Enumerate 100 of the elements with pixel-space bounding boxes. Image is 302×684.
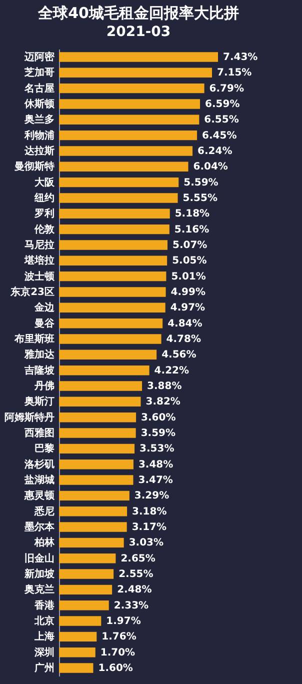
data-label: 3.47% bbox=[138, 475, 173, 486]
data-label: 4.84% bbox=[168, 318, 202, 330]
y-tick-label: 马尼拉 bbox=[24, 238, 54, 251]
data-label: 1.97% bbox=[106, 616, 141, 628]
bar bbox=[59, 459, 134, 470]
y-tick-label: 墨尔本 bbox=[24, 521, 56, 534]
data-label: 3.18% bbox=[132, 506, 167, 518]
y-tick-label: 堪培拉 bbox=[24, 254, 54, 267]
y-tick-label: 布里斯班 bbox=[14, 333, 54, 345]
data-label: 6.45% bbox=[202, 130, 237, 142]
y-tick-label: 巴黎 bbox=[34, 442, 54, 455]
y-tick-label: 纽约 bbox=[34, 192, 54, 204]
y-tick-label: 曼彻斯特 bbox=[14, 160, 54, 173]
bar bbox=[59, 396, 141, 407]
data-label: 5.18% bbox=[174, 208, 210, 220]
bar bbox=[59, 240, 168, 250]
data-label: 3.29% bbox=[134, 490, 170, 502]
bar bbox=[59, 381, 142, 391]
data-label: 5.16% bbox=[174, 224, 210, 236]
bar bbox=[59, 569, 114, 579]
data-label: 2.55% bbox=[118, 569, 154, 580]
bar bbox=[59, 538, 124, 548]
bar bbox=[59, 162, 188, 172]
data-label: 6.55% bbox=[204, 114, 239, 126]
bar bbox=[59, 130, 198, 140]
data-label: 5.55% bbox=[182, 192, 218, 204]
y-tick-label: 奥克兰 bbox=[24, 584, 54, 596]
data-label: 1.70% bbox=[100, 647, 136, 658]
bar bbox=[59, 287, 166, 297]
y-tick-label: 金边 bbox=[34, 302, 56, 314]
y-tick-label: 奥兰多 bbox=[24, 114, 54, 126]
data-label: 5.01% bbox=[171, 271, 206, 282]
y-tick-label: 芝加哥 bbox=[24, 66, 54, 79]
data-label: 4.78% bbox=[166, 334, 201, 345]
bar bbox=[59, 350, 157, 360]
y-tick-label: 迈阿密 bbox=[24, 50, 56, 63]
data-label: 5.59% bbox=[184, 177, 218, 188]
data-label: 3.03% bbox=[128, 538, 164, 549]
bar bbox=[59, 663, 94, 673]
data-label: 2.48% bbox=[117, 584, 152, 596]
data-label: 3.60% bbox=[141, 412, 176, 424]
y-tick-label: 东京23区 bbox=[10, 286, 54, 298]
bar bbox=[59, 68, 212, 78]
data-label: 5.05% bbox=[172, 256, 207, 267]
y-tick-label: 大阪 bbox=[34, 176, 56, 188]
y-tick-label: 吉隆坡 bbox=[24, 364, 56, 376]
y-tick-label: 波士顿 bbox=[24, 270, 56, 282]
y-tick-label: 伦敦 bbox=[34, 223, 56, 236]
y-tick-label: 广州 bbox=[34, 662, 54, 674]
bar bbox=[59, 584, 112, 595]
y-tick-label: 休斯顿 bbox=[24, 98, 56, 110]
bar bbox=[59, 271, 166, 282]
bar bbox=[59, 475, 134, 485]
bar bbox=[59, 302, 166, 313]
data-label: 2.33% bbox=[114, 600, 149, 612]
bar bbox=[59, 256, 168, 266]
bar bbox=[59, 412, 136, 422]
data-label: 4.97% bbox=[170, 302, 206, 314]
bar bbox=[59, 208, 170, 219]
data-label: 3.88% bbox=[147, 381, 182, 392]
bar bbox=[59, 444, 135, 454]
bar bbox=[59, 224, 170, 234]
bar bbox=[59, 52, 218, 62]
y-tick-label: 阿姆斯特丹 bbox=[4, 411, 54, 424]
bar bbox=[59, 365, 150, 376]
data-label: 4.99% bbox=[170, 287, 206, 298]
bar bbox=[59, 146, 193, 156]
chart-title: 全球40城毛租金回报率大比拼 bbox=[37, 4, 239, 22]
data-label: 3.48% bbox=[138, 459, 174, 470]
y-tick-label: 旧金山 bbox=[24, 552, 54, 564]
data-label: 6.24% bbox=[198, 146, 232, 157]
bar bbox=[59, 177, 179, 188]
data-label: 6.79% bbox=[209, 83, 244, 94]
data-label: 6.04% bbox=[193, 162, 228, 173]
bar bbox=[59, 334, 162, 344]
bar bbox=[59, 647, 96, 658]
y-tick-label: 柏林 bbox=[34, 536, 56, 549]
data-label: 7.15% bbox=[217, 68, 252, 79]
bar bbox=[59, 553, 116, 564]
data-label: 4.56% bbox=[162, 350, 196, 361]
data-label: 4.22% bbox=[154, 365, 190, 376]
data-label: 3.53% bbox=[140, 444, 174, 455]
bar bbox=[59, 522, 127, 532]
bar bbox=[59, 506, 128, 516]
y-tick-label: 盐湖城 bbox=[24, 474, 54, 486]
bar bbox=[59, 318, 163, 328]
data-label: 6.59% bbox=[205, 98, 240, 110]
data-label: 3.17% bbox=[132, 522, 167, 534]
bar bbox=[59, 632, 97, 642]
y-tick-label: 罗利 bbox=[34, 208, 54, 220]
y-tick-label: 深圳 bbox=[34, 646, 54, 658]
bar bbox=[59, 193, 178, 203]
data-label: 3.82% bbox=[146, 396, 180, 408]
y-tick-label: 西雅图 bbox=[24, 427, 54, 439]
bar bbox=[59, 490, 130, 501]
bar bbox=[59, 83, 204, 94]
bar bbox=[59, 428, 136, 438]
data-label: 3.59% bbox=[140, 428, 176, 439]
y-tick-label: 惠灵顿 bbox=[24, 490, 56, 502]
data-label: 2.65% bbox=[120, 553, 156, 564]
